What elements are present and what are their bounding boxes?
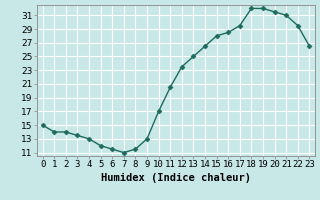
X-axis label: Humidex (Indice chaleur): Humidex (Indice chaleur) (101, 173, 251, 183)
